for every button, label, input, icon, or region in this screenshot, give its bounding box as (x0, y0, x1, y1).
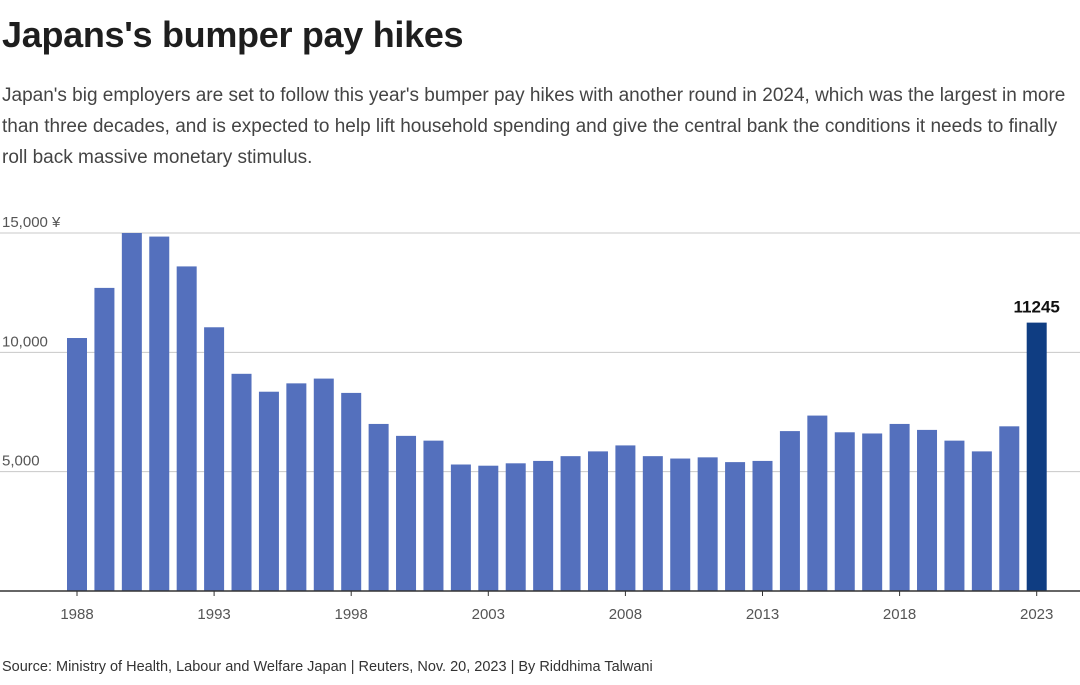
bar (450, 464, 471, 591)
y-tick-label: 5,000 (2, 453, 40, 470)
x-tick-label: 1993 (197, 606, 230, 623)
x-tick-label: 2023 (1020, 606, 1053, 623)
bar (834, 432, 855, 591)
chart-title: Japans's bumper pay hikes (2, 14, 464, 55)
bar (313, 378, 334, 591)
bar (149, 236, 170, 591)
bar (533, 460, 554, 591)
bar (807, 415, 828, 591)
bar (587, 451, 608, 591)
data-label: 11245 (1014, 298, 1060, 317)
bar (94, 287, 115, 591)
bar (752, 460, 773, 591)
x-tick-label: 1988 (60, 606, 93, 623)
bar-highlight (1026, 322, 1047, 591)
bar (231, 373, 252, 591)
bar (779, 431, 800, 591)
x-tick-label: 2003 (472, 606, 505, 623)
chart-subtitle: Japan's big employers are set to follow … (2, 85, 1066, 168)
bar (341, 392, 362, 591)
bar (176, 266, 197, 591)
source-note: Source: Ministry of Health, Labour and W… (2, 659, 653, 675)
bar (697, 457, 718, 591)
x-tick-label: 1998 (335, 606, 368, 623)
bar (615, 445, 636, 591)
x-tick-label: 2013 (746, 606, 779, 623)
bar (67, 338, 87, 591)
bar (725, 462, 746, 591)
bar (999, 426, 1020, 591)
bar (286, 383, 307, 591)
bar (560, 456, 581, 591)
bar (862, 433, 883, 591)
bar (505, 463, 526, 591)
bar (423, 440, 444, 591)
bar (670, 458, 691, 591)
y-tick-label: 10,000 (2, 333, 48, 350)
bar (971, 451, 992, 591)
bar (204, 327, 225, 591)
bar (917, 429, 938, 591)
bar (368, 423, 389, 591)
x-tick-label: 2008 (609, 606, 642, 623)
x-tick-label: 2018 (883, 606, 916, 623)
bar-chart: 5,000 10,000 15,000 ¥ 11245 1988 1993 1998 2003… (0, 214, 1080, 623)
bar (478, 465, 499, 591)
bar (944, 440, 965, 591)
bar (642, 456, 663, 591)
bar (121, 233, 142, 591)
bar (258, 391, 279, 591)
bar (889, 423, 910, 591)
bar (396, 435, 417, 591)
y-tick-label: 15,000 ¥ (2, 214, 61, 231)
